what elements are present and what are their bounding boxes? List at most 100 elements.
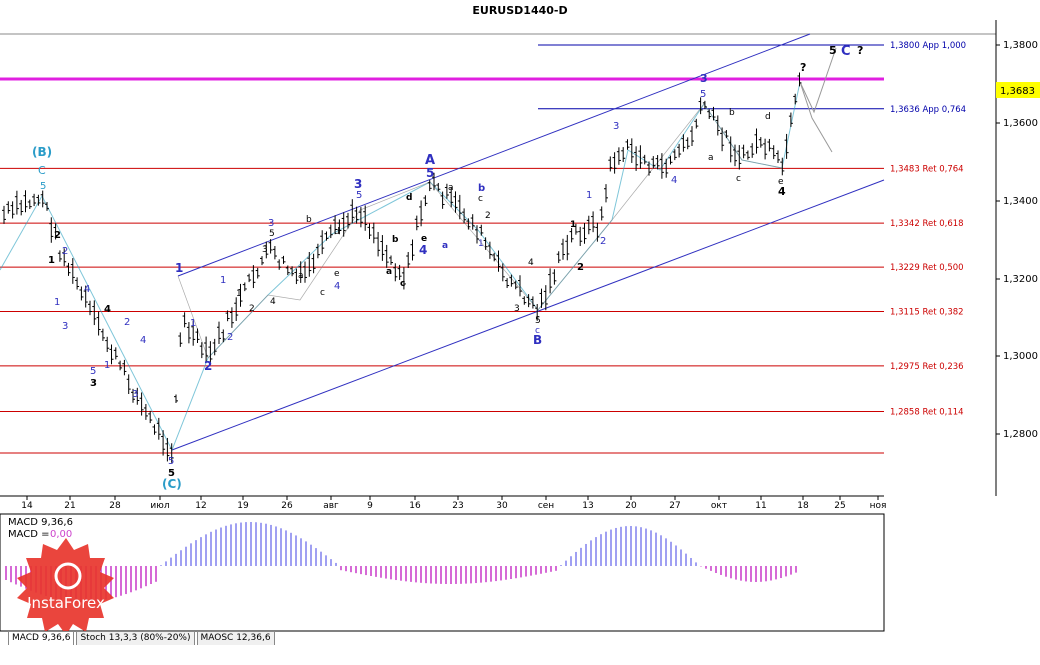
indicator-tabs: MACD 9,36,6 Stoch 13,3,3 (80%-20%) MAOSC… — [8, 631, 277, 645]
tab-macd[interactable]: MACD 9,36,6 — [8, 631, 75, 645]
date-tick: июл — [150, 501, 169, 511]
date-tick: 9 — [367, 501, 373, 511]
ohlc-bar — [165, 437, 170, 462]
ohlc-bar — [88, 300, 92, 316]
ohlc-bar — [638, 145, 643, 169]
ohlc-bar — [419, 200, 424, 227]
ohlc-bar — [389, 255, 393, 265]
ohlc-bar — [625, 139, 630, 150]
ohlc-bar — [75, 277, 80, 290]
ohlc-bar — [758, 137, 763, 148]
channel-upper-line — [177, 33, 811, 277]
ohlc-bar — [191, 320, 196, 346]
ohlc-bar — [629, 138, 634, 163]
price-tick: 1,2800 — [1003, 429, 1038, 440]
wave-label: a — [298, 271, 304, 281]
ohlc-bar — [109, 344, 114, 365]
wave-label: b — [306, 215, 312, 225]
ohlc-bar — [2, 205, 6, 224]
ohlc-bar — [604, 184, 608, 203]
wave-label: 4 — [270, 297, 276, 307]
wave-label: c — [400, 279, 405, 289]
price-tick: 1,3200 — [1003, 274, 1038, 285]
ohlc-bar — [505, 278, 510, 289]
price-tick: 1,3800 — [1003, 40, 1038, 51]
date-tick: 19 — [237, 501, 249, 511]
ohlc-bar — [204, 336, 209, 363]
ohlc-bar — [737, 145, 742, 170]
ohlc-bar — [427, 180, 432, 192]
price-axis: 1,3800 1,3600 1,3400 1,3200 1,3000 1,280… — [996, 40, 1040, 440]
ohlc-bar — [728, 136, 733, 163]
wave-label: 5 — [700, 89, 706, 100]
ohlc-bar — [483, 237, 488, 250]
wave-label: 1 — [236, 289, 242, 299]
date-tick: 11 — [755, 501, 766, 511]
tab-stoch[interactable]: Stoch 13,3,3 (80%-20%) — [76, 631, 195, 645]
ohlc-bar — [668, 155, 673, 165]
wave-label: 5 — [168, 468, 175, 479]
ohlc-bar — [453, 191, 458, 213]
ohlc-bar — [135, 387, 140, 405]
ohlc-bar — [715, 115, 720, 136]
wave-labels: (B) C 5 2 2 1 1 3 4 4 2 4 5 3 1 3 5 5 (C… — [32, 44, 863, 491]
ohlc-bar — [118, 360, 123, 371]
wave-label: a — [442, 241, 448, 251]
ohlc-bar — [346, 212, 350, 229]
date-tick: ноя — [870, 501, 887, 511]
date-tick: 12 — [195, 501, 206, 511]
wave-label: 1 — [220, 275, 226, 286]
ohlc-bar — [92, 300, 97, 326]
wave-label: 3 — [132, 389, 138, 400]
wave-label: 4 — [104, 304, 111, 315]
ohlc-bar — [199, 342, 204, 359]
date-tick: 21 — [64, 501, 75, 511]
wave-label: 4 — [671, 175, 677, 186]
date-tick: 28 — [109, 501, 121, 511]
ohlc-bar — [582, 223, 587, 244]
projection-down — [799, 81, 833, 153]
wave-label: 5 — [535, 316, 541, 326]
wave-label: 4 — [778, 185, 786, 198]
date-tick: сен — [538, 501, 554, 511]
ohlc-bar — [401, 267, 406, 290]
wave-label: b — [729, 108, 735, 118]
ohlc-bar — [161, 430, 166, 456]
ohlc-bar — [303, 261, 307, 283]
wave-label: 1 — [586, 190, 592, 201]
wave-label: e — [778, 177, 784, 187]
price-tick: 1,3600 — [1003, 118, 1038, 129]
ohlc-bar — [518, 275, 522, 297]
tab-maosc[interactable]: MAOSC 12,36,6 — [196, 631, 275, 645]
ohlc-bar — [543, 285, 548, 311]
ohlc-bar — [569, 228, 574, 243]
ohlc-bar — [655, 155, 660, 170]
wave-label: 2 — [124, 317, 130, 328]
current-price-label: 1,3683 — [1000, 86, 1035, 97]
wave-label: 2 — [227, 332, 233, 343]
ohlc-bar — [530, 296, 535, 309]
wave-label: 3 — [613, 121, 619, 132]
ohlc-bar — [122, 359, 127, 376]
ohlc-bar — [290, 266, 295, 277]
ohlc-bar — [578, 226, 583, 247]
level-label: 1,3115 Ret 0,382 — [890, 307, 964, 317]
wave-label: C — [841, 44, 851, 59]
ohlc-bar — [27, 199, 32, 209]
ohlc-bar — [281, 255, 286, 264]
ohlc-bar — [492, 252, 497, 262]
ohlc-bar — [113, 347, 118, 360]
ohlc-bar — [83, 285, 88, 308]
ohlc-bar — [677, 143, 682, 158]
ohlc-bar — [32, 193, 37, 207]
ohlc-bar — [685, 137, 690, 150]
ohlc-bar — [423, 195, 428, 207]
date-tick: 25 — [834, 501, 845, 511]
level-label: 1,3342 Ret 0,618 — [890, 219, 964, 229]
instaforex-logo: InstaForex — [17, 538, 114, 635]
ohlc-bar — [763, 138, 768, 160]
ohlc-bar — [328, 224, 333, 239]
level-label: 1,2858 Ret 0,114 — [890, 407, 964, 417]
ohlc-bar — [599, 206, 604, 221]
channel-lower-line — [171, 179, 885, 451]
